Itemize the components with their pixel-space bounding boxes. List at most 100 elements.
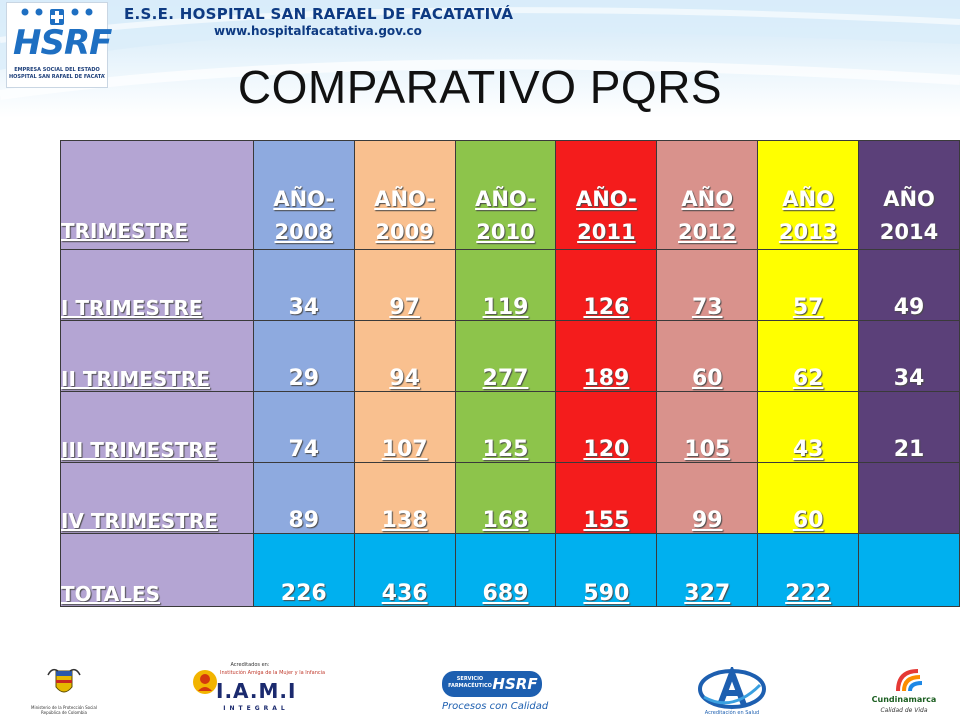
total-2012: 327	[656, 533, 759, 607]
cell-2008: 29	[252, 320, 355, 392]
pharmacy-line1: SERVICIO	[456, 676, 484, 682]
cell-2009: 94	[353, 320, 456, 392]
cell-2014: 21	[858, 391, 960, 463]
pharmacy-brand: HSRF	[492, 675, 538, 693]
year-header-2012: AÑO 2012	[656, 140, 759, 250]
cell-2014: 49	[858, 249, 960, 321]
total-2013: 222	[757, 533, 860, 607]
year-line1: AÑO-	[475, 187, 536, 211]
cell-2012: 99	[656, 462, 759, 534]
mother-child-icon	[193, 670, 217, 694]
cell-2011: 189	[555, 320, 658, 392]
year-header-2014: AÑO 2014	[858, 140, 960, 250]
totals-row: TOTALES 226 436 689 590 327 222	[60, 533, 960, 607]
total-2008: 226	[252, 533, 355, 607]
year-line1: AÑO-	[273, 187, 335, 211]
year-line2: 2013	[778, 220, 838, 244]
table-row: III TRIMESTRE 74 107 125 120 105 43 21	[60, 391, 960, 463]
logo-line-2: HOSPITAL SAN RAFAEL DE FACATATIVÁ	[9, 74, 105, 80]
year-line1: AÑO-	[575, 187, 637, 211]
cell-2013: 60	[757, 462, 860, 534]
footer-logos: Ministerio de la Protección Social Repúb…	[0, 655, 960, 720]
cell-2009: 97	[353, 249, 456, 321]
row-label: IV TRIMESTRE	[60, 462, 254, 534]
year-line2: 2014	[879, 220, 939, 244]
cell-2010: 277	[454, 320, 557, 392]
pharmacy-line2: FARMACÉUTICO	[448, 683, 492, 689]
table-row: IV TRIMESTRE 89 138 168 155 99 60	[60, 462, 960, 534]
cell-2008: 74	[252, 391, 355, 463]
accreditation-caption: Acreditación en Salud	[704, 710, 760, 716]
cell-2011: 126	[555, 249, 658, 321]
pharmacy-slogan: Procesos con Calidad	[442, 701, 549, 712]
year-header-2010: AÑO- 2010	[454, 140, 557, 250]
cell-2012: 73	[656, 249, 759, 321]
coat-of-arms-icon	[47, 668, 81, 693]
ministry-caption: Ministerio de la Protección Social Repúb…	[31, 705, 97, 715]
cell-2014: 34	[858, 320, 960, 392]
cell-2009: 138	[353, 462, 456, 534]
hospital-name: E.S.E. HOSPITAL SAN RAFAEL DE FACATATIVÁ	[124, 5, 514, 23]
pqrs-table: TRIMESTRE AÑO- 2008 AÑO- 2009 AÑO- 2010 AÑO…	[60, 140, 960, 607]
year-header-2009: AÑO- 2009	[353, 140, 456, 250]
hospital-website: www.hospitalfacatativa.gov.co	[214, 24, 422, 38]
cell-2010: 119	[454, 249, 557, 321]
year-line1: AÑO	[883, 187, 935, 211]
year-line2: 2008	[274, 220, 333, 244]
pharmacy-logo: SERVICIO FARMACÉUTICO HSRF Procesos con …	[442, 671, 548, 717]
cell-2013: 62	[757, 320, 860, 392]
cell-2011: 120	[555, 391, 658, 463]
year-header-2008: AÑO- 2008	[252, 140, 355, 250]
total-2010: 689	[454, 533, 557, 607]
year-line2: 2011	[577, 220, 636, 244]
page-title: COMPARATIVO PQRS	[237, 61, 723, 113]
year-header-2013: AÑO 2013	[757, 140, 860, 250]
cell-2008: 34	[252, 249, 355, 321]
total-2009: 436	[353, 533, 456, 607]
year-header-2011: AÑO- 2011	[555, 140, 658, 250]
cundinamarca-logo: Cundinamarca Calidad de Vida	[870, 667, 938, 719]
pharmacy-badge	[442, 671, 542, 697]
table-header-row: TRIMESTRE AÑO- 2008 AÑO- 2009 AÑO- 2010 AÑO…	[60, 140, 960, 250]
people-figures-icon	[21, 8, 93, 25]
row-label: I TRIMESTRE	[60, 249, 254, 321]
cell-2010: 125	[454, 391, 557, 463]
iami-name: I.A.M.I	[216, 679, 297, 703]
letter-a-icon	[698, 664, 766, 709]
cell-2014	[858, 462, 960, 534]
ministry-logo: Ministerio de la Protección Social Repúb…	[28, 667, 100, 717]
cell-2011: 155	[555, 462, 658, 534]
corner-label: TRIMESTRE	[60, 140, 254, 250]
cell-2012: 60	[656, 320, 759, 392]
cell-2012: 105	[656, 391, 759, 463]
total-2014	[858, 533, 960, 607]
table-row: II TRIMESTRE 29 94 277 189 60 62 34	[60, 320, 960, 392]
cell-2009: 107	[353, 391, 456, 463]
row-label: III TRIMESTRE	[60, 391, 254, 463]
year-line1: AÑO	[681, 187, 734, 211]
iami-subtitle: Institución Amiga de la Mujer y la Infan…	[220, 670, 326, 676]
year-line1: AÑO	[782, 187, 834, 211]
iami-integral: INTEGRAL	[223, 705, 289, 712]
cundinamarca-name: Cundinamarca	[871, 695, 937, 704]
year-line2: 2009	[375, 220, 434, 244]
year-line2: 2012	[678, 220, 737, 244]
cell-2008: 89	[252, 462, 355, 534]
total-2011: 590	[555, 533, 658, 607]
iami-logo: Acreditados en: Institución Amiga de la …	[192, 662, 326, 719]
sun-swirl-icon	[896, 669, 923, 692]
year-line1: AÑO-	[374, 187, 436, 211]
accreditation-logo: Acreditación en Salud	[696, 664, 768, 719]
cell-2013: 43	[757, 391, 860, 463]
row-label: II TRIMESTRE	[60, 320, 254, 392]
iami-accredited: Acreditados en:	[230, 662, 270, 668]
cundinamarca-slogan: Calidad de Vida	[880, 707, 928, 714]
logo-wordmark: HSRF	[13, 23, 112, 63]
year-line2: 2010	[476, 220, 535, 244]
cell-2013: 57	[757, 249, 860, 321]
table-row: I TRIMESTRE 34 97 119 126 73 57 49	[60, 249, 960, 321]
totals-label: TOTALES	[60, 533, 254, 607]
cell-2010: 168	[454, 462, 557, 534]
logo-line-1: EMPRESA SOCIAL DEL ESTADO	[14, 67, 100, 73]
hospital-logo: HSRF EMPRESA SOCIAL DEL ESTADO HOSPITAL …	[6, 2, 112, 88]
